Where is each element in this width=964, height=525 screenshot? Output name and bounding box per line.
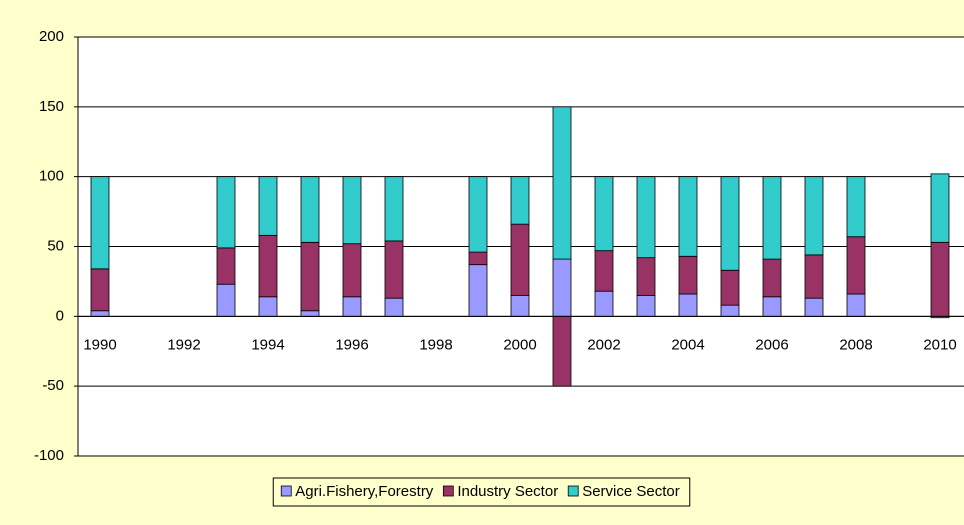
bar-segment xyxy=(846,236,866,295)
bar-segment xyxy=(300,176,320,243)
bar-segment xyxy=(804,254,824,299)
bar-segment xyxy=(930,241,950,317)
y-tick-label: 200 xyxy=(39,28,64,45)
legend-label: Agri.Fishery,Forestry xyxy=(295,483,434,500)
y-tick-label: 50 xyxy=(47,237,64,254)
bar-segment xyxy=(636,176,656,259)
x-tick-label: 2010 xyxy=(923,336,956,353)
bar-segment xyxy=(90,310,110,317)
bar-segment xyxy=(846,176,866,238)
bar-segment xyxy=(468,251,488,266)
bar-segment xyxy=(678,293,698,317)
x-tick-label: 1998 xyxy=(419,336,452,353)
y-tick-label: 0 xyxy=(56,307,64,324)
legend xyxy=(272,477,691,507)
bar-segment xyxy=(720,304,740,317)
bar-segment xyxy=(846,293,866,317)
bar-segment xyxy=(384,176,404,242)
legend-swatch xyxy=(567,485,579,497)
bar-segment xyxy=(804,297,824,317)
legend-label: Service Sector xyxy=(582,483,680,500)
bar-segment xyxy=(258,234,278,298)
bar-segment xyxy=(762,176,782,260)
bar-segment xyxy=(594,290,614,317)
bar-segment xyxy=(258,176,278,236)
legend-swatch xyxy=(280,485,292,497)
y-tick-label: -100 xyxy=(34,447,64,464)
bar-segment xyxy=(342,296,362,317)
bar-segment xyxy=(258,296,278,317)
bar-segment xyxy=(342,176,362,245)
bar-segment xyxy=(594,176,614,252)
x-tick-label: 1996 xyxy=(335,336,368,353)
bar-segment xyxy=(300,241,320,312)
bar-segment xyxy=(510,294,530,317)
x-tick-label: 1994 xyxy=(251,336,284,353)
x-tick-label: 1992 xyxy=(167,336,200,353)
x-tick-label: 2004 xyxy=(671,336,704,353)
y-tick-label: 150 xyxy=(39,98,64,115)
y-tick-label: -50 xyxy=(42,377,64,394)
bar-segment xyxy=(510,223,530,296)
bar-segment xyxy=(594,250,614,292)
bar-segment xyxy=(636,257,656,296)
bar-segment xyxy=(468,176,488,253)
bar-segment xyxy=(384,297,404,317)
legend-label: Industry Sector xyxy=(457,483,558,500)
bar-segment xyxy=(720,269,740,306)
x-tick-label: 2008 xyxy=(839,336,872,353)
bar-segment xyxy=(552,106,572,260)
bar-segment xyxy=(342,243,362,298)
bar-segment xyxy=(384,240,404,299)
y-tick-label: 100 xyxy=(39,168,64,185)
bar-segment xyxy=(510,176,530,225)
bar-segment xyxy=(552,315,572,387)
bar-segment xyxy=(90,176,110,270)
bar-segment xyxy=(636,294,656,317)
bar-segment xyxy=(930,173,950,243)
bar-segment xyxy=(762,296,782,317)
x-tick-label: 1990 xyxy=(83,336,116,353)
x-tick-label: 2002 xyxy=(587,336,620,353)
bar-segment xyxy=(468,264,488,317)
bar-segment xyxy=(216,176,236,249)
bar-segment xyxy=(762,258,782,298)
bar-segment xyxy=(216,247,236,285)
x-tick-label: 2000 xyxy=(503,336,536,353)
bar-segment xyxy=(804,176,824,256)
legend-swatch xyxy=(442,485,454,497)
bar-segment xyxy=(678,176,698,257)
bar-segment xyxy=(552,258,572,317)
bar-segment xyxy=(720,176,740,271)
bar-segment xyxy=(216,283,236,317)
bar-segment xyxy=(678,255,698,295)
bar-segment xyxy=(300,310,320,317)
bar-segment xyxy=(90,268,110,312)
x-tick-label: 2006 xyxy=(755,336,788,353)
